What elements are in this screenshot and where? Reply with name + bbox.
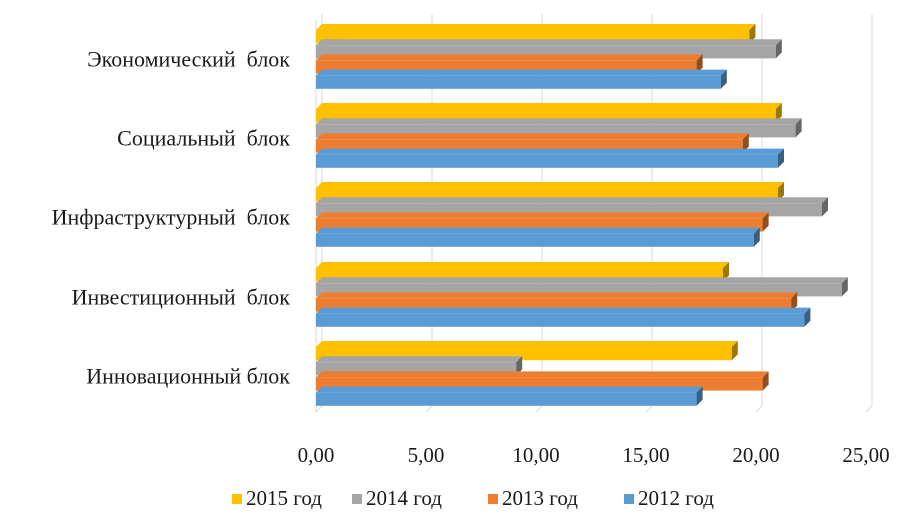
bar-side — [723, 262, 729, 282]
bar-top — [316, 386, 703, 393]
bar-top — [316, 356, 523, 363]
legend-swatch — [232, 494, 242, 504]
gridline-floor — [535, 405, 543, 413]
bar-side — [791, 292, 798, 312]
bar-side — [804, 307, 811, 327]
bar-side — [720, 69, 727, 89]
bar-top — [316, 227, 760, 234]
bar-side — [775, 103, 782, 123]
bar-front — [316, 154, 778, 168]
bars — [316, 24, 848, 406]
bar-side — [516, 356, 523, 376]
bar-top — [316, 277, 848, 284]
bar-side — [753, 227, 760, 247]
category-label: Инфраструктурный блок — [52, 204, 291, 229]
bar-top — [316, 103, 782, 109]
x-tick-label: 15,00 — [622, 443, 669, 467]
bar — [316, 69, 727, 89]
legend-swatch — [352, 494, 362, 504]
x-tick-label: 5,00 — [408, 443, 445, 467]
bar-top — [316, 148, 784, 155]
bar-front — [316, 313, 805, 327]
bar-top — [316, 54, 703, 61]
bar-front — [316, 233, 754, 247]
x-tick-labels: 0,00 5,00 10,00 15,00 20,00 25,00 — [298, 443, 890, 467]
x-tick-label: 20,00 — [732, 443, 779, 467]
bar-side — [778, 148, 784, 168]
bar — [316, 148, 784, 168]
bar-top — [316, 24, 756, 30]
bar-front — [316, 392, 697, 406]
legend-item: 2013 год — [488, 486, 578, 510]
category-label: Социальный блок — [117, 125, 290, 150]
bar-side — [696, 386, 703, 406]
bar-top — [316, 39, 782, 46]
bar — [316, 386, 703, 406]
bar-side — [775, 39, 782, 59]
bar-top — [316, 292, 798, 299]
bar-side — [742, 133, 749, 153]
legend-item: 2014 год — [352, 486, 442, 510]
category-labels: Экономический блок Социальный блок Инфраст… — [52, 46, 291, 388]
bar-top — [316, 341, 738, 347]
gridline-floor — [865, 405, 873, 413]
bar-top — [316, 307, 811, 314]
bar-top — [316, 133, 749, 140]
legend-item: 2015 год — [232, 486, 322, 510]
legend-label: 2012 год — [638, 486, 714, 510]
x-tick-label: 25,00 — [842, 443, 889, 467]
legend-label: 2013 год — [502, 486, 578, 510]
bar-top — [316, 371, 769, 378]
bar-side — [762, 371, 769, 391]
bar-top — [316, 197, 828, 204]
bar-side — [762, 212, 769, 232]
gridline-floor — [425, 405, 433, 413]
bar-front — [316, 75, 721, 89]
legend-label: 2014 год — [366, 486, 442, 510]
x-tick-label: 10,00 — [512, 443, 559, 467]
category-label: Экономический блок — [87, 46, 290, 71]
bar-top — [316, 118, 802, 125]
bar-top — [316, 212, 769, 219]
bar — [316, 307, 811, 327]
bar-side — [795, 118, 802, 138]
bar-side — [778, 182, 784, 202]
gridline-floor — [755, 405, 763, 413]
bar-side — [822, 197, 828, 217]
legend-label: 2015 год — [246, 486, 322, 510]
bar-side — [749, 24, 756, 44]
bar-side — [731, 341, 738, 361]
legend-swatch — [488, 494, 498, 504]
category-label: Инвестиционный блок — [72, 284, 291, 309]
legend-item: 2012 год — [624, 486, 714, 510]
bar-side — [696, 54, 703, 74]
bar-side — [841, 277, 848, 297]
bar — [316, 227, 760, 247]
bar-top — [316, 69, 727, 76]
gridline-floor — [645, 405, 653, 413]
bar-top — [316, 182, 784, 188]
legend-swatch — [624, 494, 634, 504]
bar-top — [316, 262, 729, 268]
x-tick-label: 0,00 — [298, 443, 335, 467]
category-label: Инновационный блок — [86, 363, 290, 388]
legend: 2015 год 2014 год 2013 год 2012 год — [232, 486, 714, 510]
gridline-floor — [315, 405, 323, 413]
